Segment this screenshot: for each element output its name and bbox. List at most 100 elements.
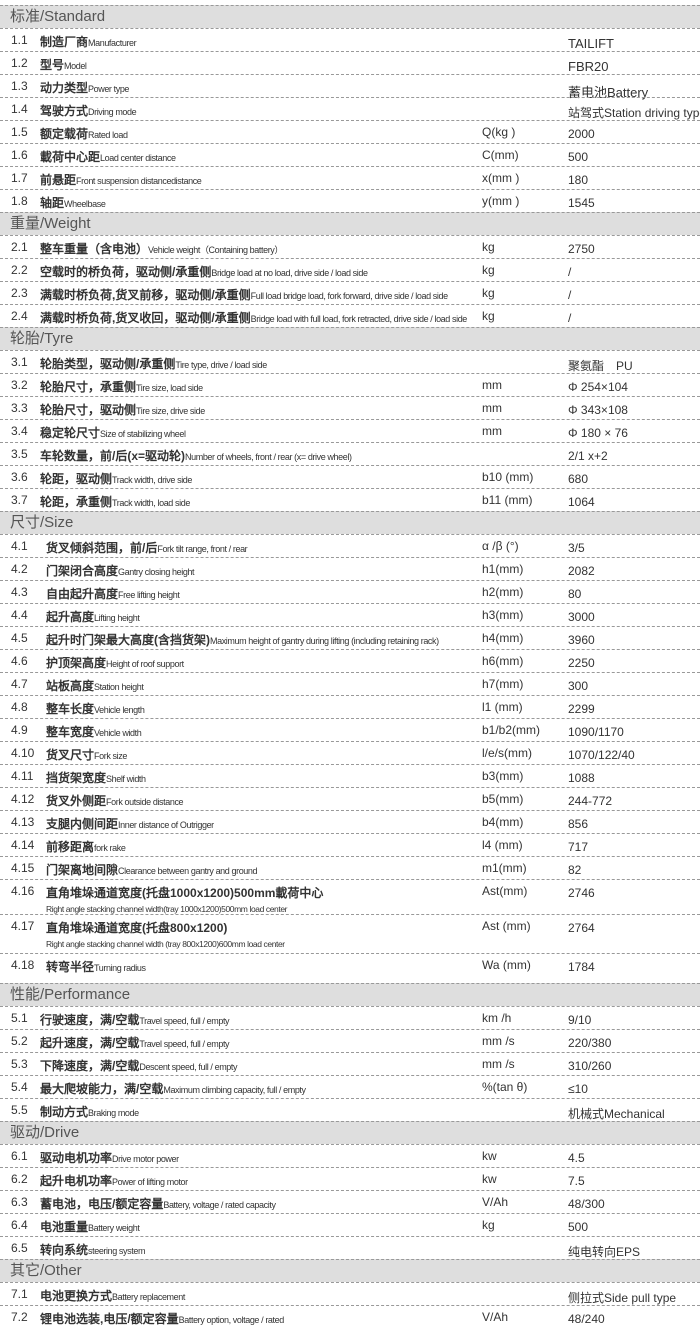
label-chinese: 轮胎尺寸，承重侧 bbox=[40, 380, 137, 394]
label-chinese: 货叉外侧距 bbox=[46, 794, 107, 808]
row-value: 2250 bbox=[568, 656, 595, 670]
label-chinese: 锂电池选装,电压/额定容量 bbox=[40, 1312, 179, 1326]
row-value: 1064 bbox=[568, 495, 595, 509]
row-value: 1090/1170 bbox=[568, 725, 624, 739]
row-value: 3/5 bbox=[568, 541, 585, 555]
row-number: 4.5 bbox=[11, 631, 28, 645]
row-number: 1.6 bbox=[11, 148, 28, 162]
label-chinese: 轮胎尺寸，驱动侧 bbox=[40, 403, 137, 417]
label-chinese: 最大爬坡能力，满/空载 bbox=[40, 1082, 164, 1096]
row-unit: α /β (°) bbox=[482, 539, 519, 553]
row-number: 2.1 bbox=[11, 240, 28, 254]
row-number: 4.18 bbox=[11, 958, 35, 972]
row-unit: mm bbox=[482, 401, 502, 415]
row-unit: h6(mm) bbox=[482, 654, 524, 668]
spec-row: 3.1 轮胎类型，驱动侧/承重侧Tire type, drive / load s… bbox=[0, 350, 700, 373]
spec-row: 4.8 整车长度Vehicle length l1 (mm) 2299 bbox=[0, 695, 700, 718]
row-unit: kg bbox=[482, 263, 495, 277]
label-english: Number of wheels, front / rear (x= drive… bbox=[185, 452, 352, 462]
spec-row: 5.3 下降速度，满/空载Descent speed, full / empty m… bbox=[0, 1052, 700, 1075]
label-chinese: 制造厂商 bbox=[40, 35, 89, 49]
label-chinese: 门架闭合高度 bbox=[46, 564, 119, 578]
spec-row: 1.4 驾驶方式Driving mode 站驾式Station driving ty… bbox=[0, 97, 700, 120]
spec-row: 4.10 货叉尺寸Fork size l/e/s(mm) 1070/122/40 bbox=[0, 741, 700, 764]
row-value: 180 bbox=[568, 173, 589, 187]
label-chinese: 自由起升高度 bbox=[46, 587, 119, 601]
row-value: ≤10 bbox=[568, 1082, 588, 1096]
row-number: 4.12 bbox=[11, 792, 35, 806]
row-label: 驾驶方式Driving mode bbox=[40, 102, 137, 119]
spec-row: 4.1 货叉倾斜范围，前/后Fork tilt range, front / re… bbox=[0, 534, 700, 557]
row-number: 3.1 bbox=[11, 355, 28, 369]
label-chinese: 轮距，承重侧 bbox=[40, 495, 113, 509]
row-value: 500 bbox=[568, 1220, 589, 1234]
label-english: Battery weight bbox=[88, 1223, 140, 1233]
row-value: / bbox=[568, 265, 572, 279]
row-unit: y(mm ) bbox=[482, 194, 520, 208]
row-label: 电池更换方式Battery replacement bbox=[40, 1287, 185, 1304]
row-label: 货叉倾斜范围，前/后Fork tilt range, front / rear bbox=[46, 539, 248, 556]
row-number: 7.1 bbox=[11, 1287, 28, 1301]
label-chinese: 额定载荷 bbox=[40, 127, 89, 141]
section-header: 标准/Standard bbox=[0, 5, 700, 28]
row-value: 聚氨酯 PU bbox=[568, 359, 633, 373]
row-unit: h2(mm) bbox=[482, 585, 524, 599]
label-english: Free lifting height bbox=[118, 590, 180, 600]
row-label: 满载时桥负荷,货叉前移，驱动侧/承重侧Full load bridge load… bbox=[40, 286, 448, 303]
row-value: 9/10 bbox=[568, 1013, 592, 1027]
label-chinese: 动力类型 bbox=[40, 81, 89, 95]
label-english: Battery replacement bbox=[112, 1292, 185, 1302]
row-label: 整车长度Vehicle length bbox=[46, 700, 145, 717]
label-chinese: 型号 bbox=[40, 58, 65, 72]
row-unit: Q(kg ) bbox=[482, 125, 516, 139]
row-value: 1088 bbox=[568, 771, 595, 785]
row-value: 3000 bbox=[568, 610, 595, 624]
label-english: Power type bbox=[88, 84, 130, 94]
row-unit: %(tan θ) bbox=[482, 1080, 528, 1094]
label-english: Driving mode bbox=[88, 107, 137, 117]
spec-row: 3.4 稳定轮尺寸Size of stabilizing wheel mm Φ 180… bbox=[0, 419, 700, 442]
row-value: 1545 bbox=[568, 196, 595, 210]
label-english: Descent speed, full / empty bbox=[139, 1062, 238, 1072]
spec-row: 1.1 制造厂商Manufacturer TAILIFT bbox=[0, 28, 700, 51]
row-value: 680 bbox=[568, 472, 589, 486]
row-unit: mm /s bbox=[482, 1034, 515, 1048]
row-label: 挡货架宽度Shelf width bbox=[46, 769, 146, 786]
label-chinese: 載荷中心距 bbox=[40, 150, 101, 164]
row-label: 制造厂商Manufacturer bbox=[40, 33, 137, 50]
row-label: 起升时门架最大高度(含挡货架)Maximum height of gantry … bbox=[46, 631, 439, 648]
row-value: 856 bbox=[568, 817, 589, 831]
row-number: 4.17 bbox=[11, 919, 35, 933]
row-label: 货叉外侧距Fork outside distance bbox=[46, 792, 184, 809]
row-number: 4.8 bbox=[11, 700, 28, 714]
row-label: 轮距，驱动侧Track width, drive side bbox=[40, 470, 192, 487]
spec-row: 4.17 直角堆垛通道宽度(托盘800x1200) Right angle stac… bbox=[0, 914, 700, 953]
label-english: Clearance between gantry and ground bbox=[118, 866, 258, 876]
row-value: 2750 bbox=[568, 242, 595, 256]
row-value: 2000 bbox=[568, 127, 595, 141]
row-value: 3960 bbox=[568, 633, 595, 647]
row-label: 门架离地间隙Clearance between gantry and groun… bbox=[46, 861, 258, 878]
row-unit: x(mm ) bbox=[482, 171, 520, 185]
row-number: 4.15 bbox=[11, 861, 35, 875]
section-header: 性能/Performance bbox=[0, 983, 700, 1006]
label-chinese: 轮距，驱动侧 bbox=[40, 472, 113, 486]
row-value: 2/1 x+2 bbox=[568, 449, 608, 463]
label-chinese: 整车重量（含电池） bbox=[40, 242, 149, 256]
row-value: / bbox=[568, 288, 572, 302]
row-label: 支腿内侧间距Inner distance of Outrigger bbox=[46, 815, 214, 832]
label-chinese: 起升电机功率 bbox=[40, 1174, 113, 1188]
row-label: 下降速度，满/空载Descent speed, full / empty bbox=[40, 1057, 238, 1074]
spec-row: 4.7 站板高度Station height h7(mm) 300 bbox=[0, 672, 700, 695]
label-english: Drive motor power bbox=[112, 1154, 179, 1164]
row-label: 门架闭合高度Gantry closing height bbox=[46, 562, 195, 579]
row-number: 5.3 bbox=[11, 1057, 28, 1071]
row-value: 310/260 bbox=[568, 1059, 612, 1073]
spec-row: 4.4 起升高度Lifting height h3(mm) 3000 bbox=[0, 603, 700, 626]
row-number: 4.6 bbox=[11, 654, 28, 668]
row-value: 纯电转向EPS bbox=[568, 1245, 641, 1259]
row-unit: b3(mm) bbox=[482, 769, 524, 783]
label-english: Bridge load with full load, fork retract… bbox=[250, 314, 468, 324]
row-value: 侧拉式Side pull type bbox=[568, 1291, 677, 1305]
